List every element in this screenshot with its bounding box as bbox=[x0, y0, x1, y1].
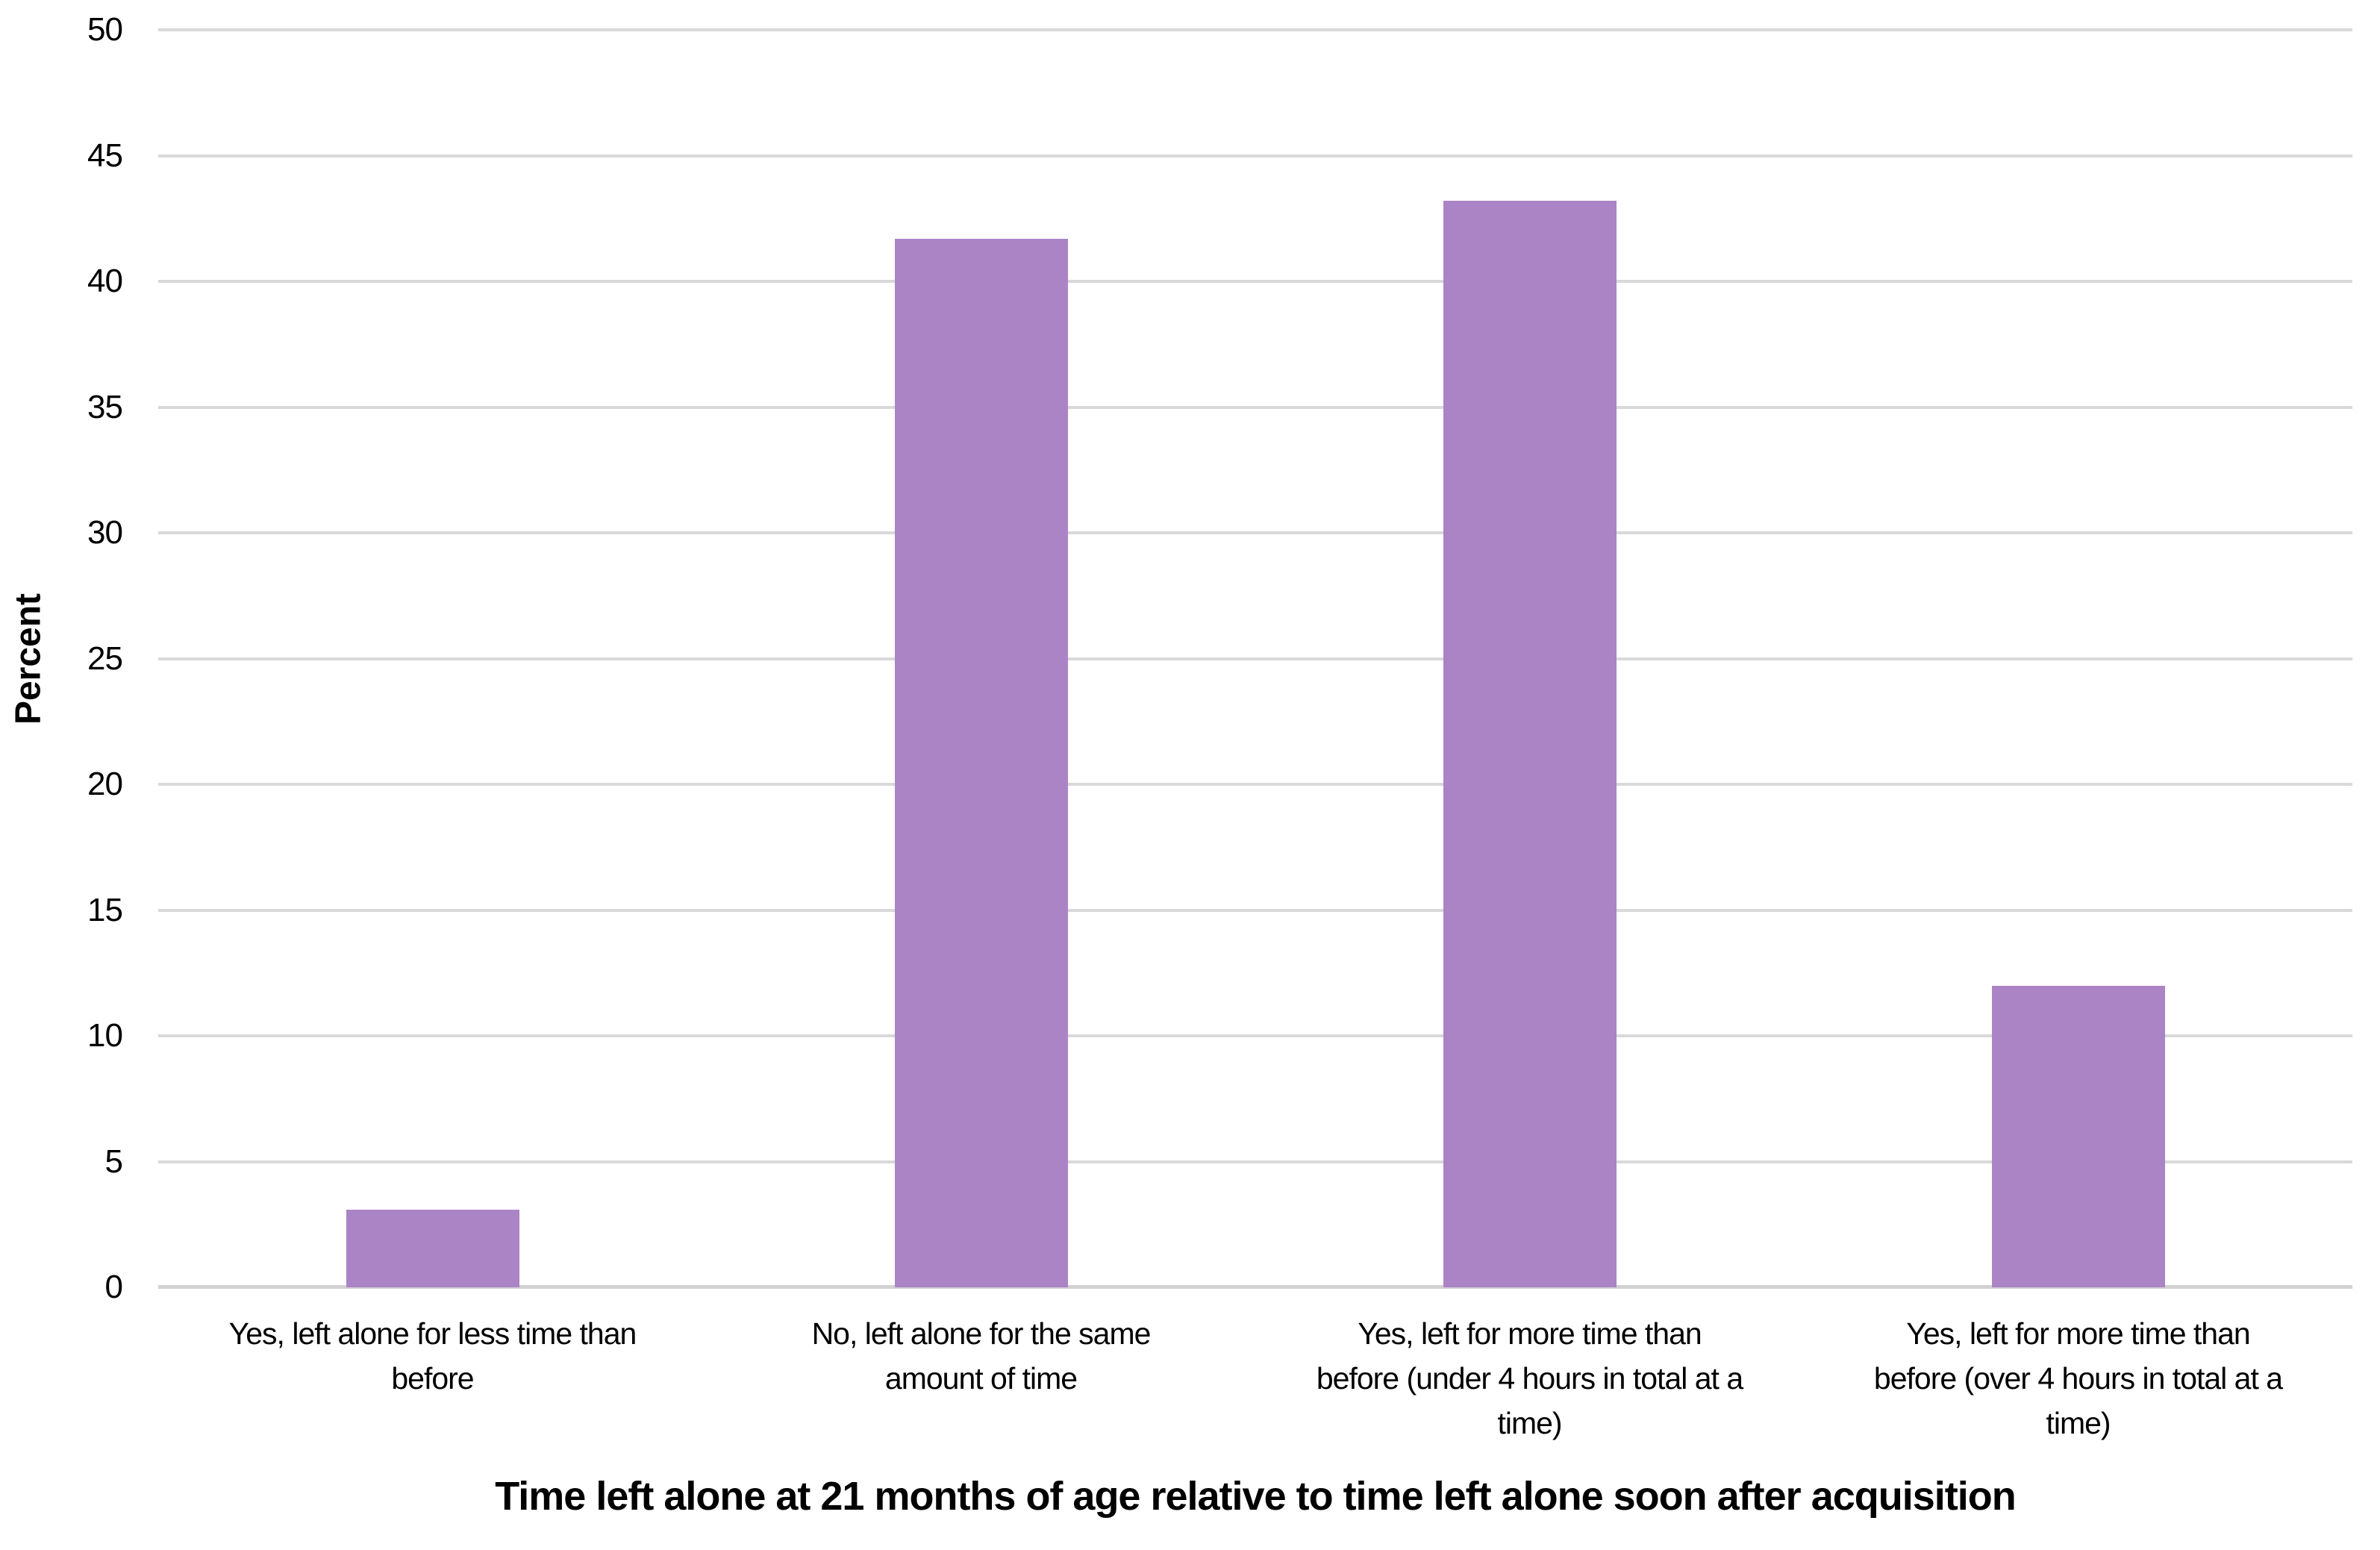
category-label: Yes, left for more time than before (und… bbox=[1316, 1316, 1743, 1440]
y-tick-label: 10 bbox=[87, 1017, 123, 1054]
y-tick-label: 45 bbox=[87, 137, 123, 174]
y-tick-label: 15 bbox=[87, 891, 123, 928]
gridline bbox=[158, 531, 2352, 534]
x-axis-category-labels: Yes, left alone for less time than befor… bbox=[158, 1312, 2352, 1446]
gridline bbox=[158, 405, 2352, 409]
y-tick-label: 50 bbox=[87, 11, 123, 48]
gridline bbox=[158, 783, 2352, 786]
y-axis-tick-labels: 0 5 10 15 20 25 30 35 40 45 50 bbox=[0, 13, 127, 1304]
gridline bbox=[158, 657, 2352, 660]
category-label: Yes, left alone for less time than befor… bbox=[228, 1316, 637, 1396]
gridline bbox=[158, 154, 2352, 157]
gridline bbox=[158, 1034, 2352, 1037]
gridline bbox=[158, 280, 2352, 283]
chart-bar bbox=[346, 1209, 519, 1287]
chart-bar bbox=[1991, 985, 2165, 1287]
category-label: Yes, left for more time than before (ove… bbox=[1873, 1316, 2283, 1440]
category-label: No, left alone for the same amount of ti… bbox=[811, 1316, 1152, 1396]
y-tick-label: 5 bbox=[104, 1143, 124, 1180]
gridline bbox=[158, 28, 2352, 31]
chart-bar bbox=[1443, 201, 1617, 1287]
chart-bar bbox=[894, 238, 1068, 1287]
y-tick-label: 30 bbox=[87, 514, 123, 551]
x-axis-line bbox=[158, 1285, 2352, 1289]
gridline bbox=[158, 908, 2352, 912]
y-tick-label: 40 bbox=[87, 263, 123, 299]
y-tick-label: 35 bbox=[87, 388, 123, 425]
y-tick-label: 25 bbox=[87, 640, 123, 677]
gridline bbox=[158, 1160, 2352, 1163]
y-tick-label: 0 bbox=[104, 1269, 124, 1305]
plot-area bbox=[158, 28, 2352, 1289]
x-axis-title: Time left alone at 21 months of age rela… bbox=[495, 1474, 2016, 1519]
y-tick-label: 20 bbox=[87, 766, 123, 802]
